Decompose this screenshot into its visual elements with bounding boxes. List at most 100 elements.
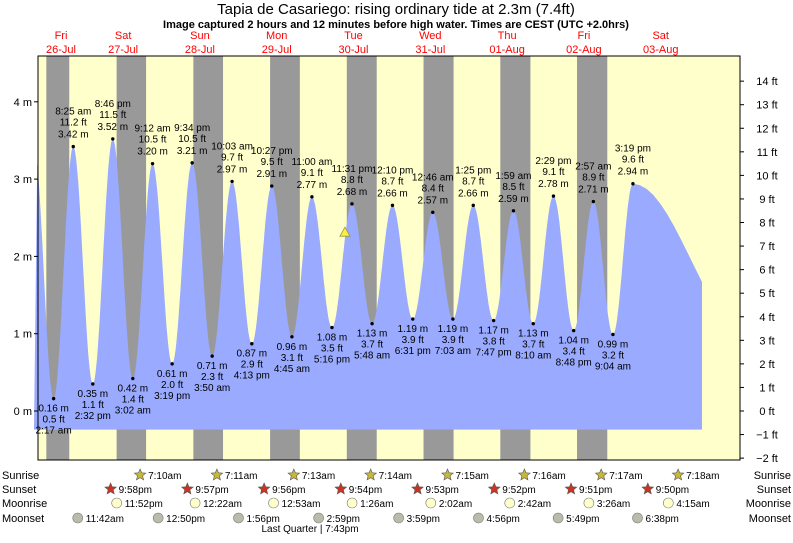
high-tide-metres: 2.68 m	[337, 187, 368, 198]
high-tide-dot	[71, 144, 75, 149]
plot-frame	[37, 55, 741, 461]
low-tide-time: 7:03 am	[435, 346, 471, 357]
high-tide-dot	[310, 195, 314, 199]
right-axis-label: −1 ft	[756, 430, 778, 442]
sunrise-icon	[133, 468, 147, 481]
right-axis-label: 4 ft	[759, 312, 774, 324]
low-tide-dot	[170, 362, 174, 366]
high-tide-feet: 10.5 ft	[178, 134, 206, 145]
moonrise-icon	[504, 497, 516, 509]
low-tide-metres: 1.04 m	[558, 336, 589, 347]
left-axis-label: 0 m	[14, 406, 32, 418]
astro-row-label-left: Moonrise	[2, 498, 47, 510]
low-tide-time: 9:04 am	[595, 361, 631, 372]
day-weekday-label: Fri	[578, 30, 591, 42]
high-tide-time: 11:00 am	[291, 157, 332, 168]
low-tide-dot	[330, 325, 334, 330]
sunrise-time: 7:11am	[225, 471, 258, 482]
moonset-icon	[72, 512, 84, 524]
sunrise-time: 7:14am	[379, 471, 412, 482]
moonset-time: 11:42am	[86, 514, 124, 525]
low-tide-dot	[131, 376, 135, 381]
sunrise-time: 7:13am	[302, 471, 335, 482]
high-tide-feet: 8.7 ft	[381, 176, 403, 187]
moonset-time: 12:50pm	[166, 514, 205, 525]
moonset-time: 1:56pm	[246, 514, 279, 525]
day-weekday-label: Fri	[55, 30, 68, 42]
sunset-time: 9:57pm	[195, 485, 228, 496]
low-tide-metres: 0.42 m	[118, 384, 149, 395]
high-tide-feet: 9.6 ft	[622, 155, 644, 166]
day-date-label: 31-Jul	[415, 44, 445, 56]
moonset-icon	[313, 512, 324, 524]
moonset-icon	[632, 512, 643, 524]
high-tide-time: 11:31 pm	[332, 164, 373, 175]
low-tide-time: 6:31 pm	[395, 346, 431, 357]
sunset-icon	[487, 482, 501, 495]
sunset-time: 9:58pm	[119, 485, 152, 496]
moonrise-time: 2:02am	[439, 499, 472, 510]
high-tide-time: 9:34 pm	[174, 123, 210, 134]
low-tide-metres: 0.71 m	[197, 361, 228, 372]
left-axis-label: 4 m	[14, 97, 32, 109]
low-tide-time: 2:17 am	[36, 426, 72, 437]
moonrise-time: 3:26am	[597, 499, 630, 510]
right-axis-label: 6 ft	[759, 265, 774, 277]
astro-row-label-right: Moonset	[749, 513, 791, 525]
right-axis-label: 9 ft	[759, 194, 774, 206]
high-tide-time: 8:46 pm	[95, 99, 131, 110]
right-axis-label: 0 ft	[759, 406, 774, 418]
high-tide-dot	[190, 161, 194, 165]
high-tide-metres: 2.59 m	[498, 194, 529, 205]
high-tide-dot	[111, 137, 115, 141]
high-tide-time: 1:25 pm	[455, 165, 491, 176]
low-tide-feet: 2.9 ft	[241, 360, 263, 371]
tide-area	[34, 138, 702, 430]
sunrise-time: 7:10am	[148, 471, 181, 482]
low-tide-feet: 3.2 ft	[602, 350, 624, 361]
moonrise-icon	[663, 497, 674, 509]
high-tide-feet: 11.5 ft	[99, 110, 126, 121]
low-tide-dot	[531, 321, 535, 326]
high-tide-time: 12:10 pm	[372, 165, 414, 176]
right-axis-label: 3 ft	[759, 335, 774, 347]
sunset-icon	[180, 482, 194, 495]
high-tide-feet: 9.1 ft	[301, 168, 323, 179]
high-tide-metres: 3.21 m	[177, 146, 208, 157]
moonrise-time: 11:52pm	[125, 499, 163, 510]
day-date-label: 02-Aug	[566, 44, 601, 56]
sunset-icon	[411, 482, 424, 495]
day-date-label: 26-Jul	[46, 44, 76, 56]
sunset-time: 9:52pm	[502, 485, 535, 496]
low-tide-feet: 3.4 ft	[563, 347, 585, 358]
high-tide-dot	[431, 210, 435, 215]
sunset-icon	[257, 482, 271, 495]
left-axis-label: 1 m	[14, 329, 32, 341]
low-tide-metres: 1.19 m	[438, 324, 469, 335]
high-tide-dot	[350, 202, 354, 206]
moonset-icon	[152, 512, 164, 524]
right-axis-label: 13 ft	[756, 100, 777, 112]
sunrise-icon	[287, 468, 301, 481]
high-tide-feet: 8.8 ft	[341, 175, 363, 186]
sunset-icon	[564, 482, 578, 495]
moonrise-time: 2:42am	[518, 499, 551, 510]
moonrise-time: 12:22am	[203, 499, 242, 510]
low-tide-time: 7:47 pm	[476, 348, 512, 359]
low-tide-dot	[611, 332, 615, 337]
low-tide-metres: 0.16 m	[38, 404, 69, 415]
right-axis-label: 11 ft	[757, 147, 778, 159]
sunset-time: 9:56pm	[272, 485, 305, 496]
moonset-icon	[552, 512, 564, 524]
right-axis-label: 5 ft	[759, 288, 774, 300]
astro-row-label-left: Moonset	[2, 513, 44, 525]
high-tide-dot	[511, 209, 516, 213]
moonset-time: 6:38pm	[646, 514, 679, 525]
high-tide-feet: 8.5 ft	[502, 182, 524, 193]
sunrise-time: 7:16am	[532, 471, 565, 482]
high-tide-time: 10:03 am	[211, 141, 253, 152]
low-tide-metres: 1.13 m	[357, 329, 388, 340]
low-tide-dot	[290, 335, 294, 339]
high-tide-feet: 8.4 ft	[422, 183, 444, 194]
sunrise-icon	[594, 468, 608, 481]
